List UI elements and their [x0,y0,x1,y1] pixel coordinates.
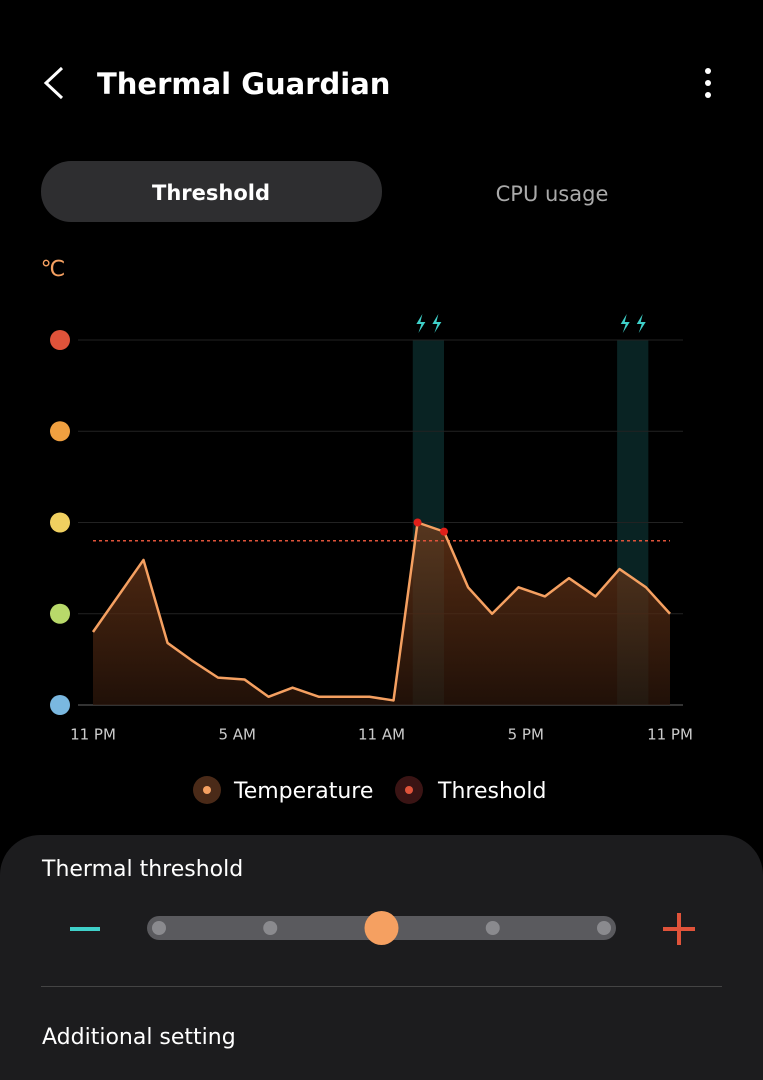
legend-swatch [203,786,211,794]
legend-label: Temperature [233,779,373,804]
x-tick-label: 11 PM [647,726,693,744]
x-tick-label: 11 PM [70,726,116,744]
temperature-area [93,522,670,705]
slider-step [597,921,611,935]
bolt-icon [620,314,630,333]
tab-selected-bg[interactable] [41,161,382,222]
x-tick-label: 11 AM [358,726,405,744]
plus-button[interactable] [663,913,695,945]
slider-step [263,921,278,935]
chart: Thermal Guardian Threshold CPU usage ℃ 1… [41,66,711,804]
level-icon [50,603,70,624]
level-icon [50,512,70,533]
slider-step [152,921,166,935]
level-icon [50,421,70,442]
over-threshold-marker [413,518,422,527]
y-unit: ℃ [41,257,66,282]
settings-panel: Thermal threshold Additional setting [0,835,763,1080]
bolt-icon [432,314,442,333]
divider [41,986,722,987]
over-threshold-marker [440,527,449,536]
x-tick-label: 5 AM [218,726,256,744]
additional-setting[interactable]: Additional setting [42,1025,236,1050]
bolt-icon [416,314,426,333]
bolt-icon [636,314,646,333]
back-button[interactable] [43,66,64,100]
tab[interactable]: Threshold [152,181,270,205]
tab[interactable]: CPU usage [496,182,609,206]
slider-step [485,921,500,935]
setting-label: Thermal threshold [42,857,244,882]
title: Thermal Guardian [97,67,390,101]
legend-label: Threshold [437,779,546,804]
slider-knob[interactable] [364,911,399,945]
legend-swatch [405,786,413,794]
temperature-line [91,521,671,702]
minus-button[interactable] [70,927,100,931]
x-tick-label: 5 PM [508,726,544,744]
menu-button[interactable] [705,68,711,98]
level-icon [50,330,70,350]
level-icon [50,695,70,715]
slider[interactable] [0,895,763,965]
